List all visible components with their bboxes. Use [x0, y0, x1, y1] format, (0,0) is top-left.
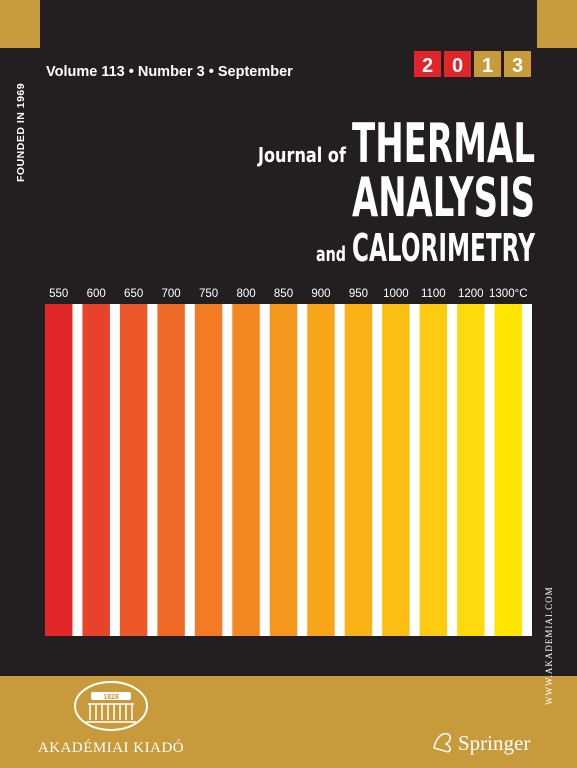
stripe [269, 304, 298, 636]
stripe [82, 304, 110, 636]
founded: FOUNDED IN 1969 [15, 83, 27, 182]
temperature-label: 700 [162, 288, 181, 300]
stripe [344, 304, 373, 636]
temperature-stripes: 550 600 650 700 750 800 850 900 950 1000 1100 1200 1… [45, 288, 528, 636]
title-and: and [316, 242, 346, 266]
logo-building [86, 703, 136, 723]
temperature-label: 1000 [383, 288, 409, 300]
website: WWW.AKADEMIAI.COM [544, 586, 554, 705]
temperature-label: 950 [349, 288, 368, 300]
stripe [307, 304, 335, 636]
stripe [45, 304, 73, 636]
publisher: AKADÉMIAI KIADÓ [38, 739, 184, 756]
stripe [419, 304, 448, 636]
stripe [232, 304, 260, 636]
corner-block [537, 0, 577, 48]
logo-year: 1828 [103, 694, 119, 701]
year-digit: 3 [512, 55, 523, 77]
stripe [457, 304, 485, 636]
title-line: ANALYSIS [352, 166, 535, 229]
temperature-label: 1200 [458, 288, 484, 300]
stripe [157, 304, 185, 636]
stripe [194, 304, 223, 636]
year-box [414, 51, 441, 77]
year-box [444, 51, 471, 77]
year-digit: 0 [452, 55, 463, 77]
temperature-label: 900 [311, 288, 330, 300]
temperature-label: 1300°C [489, 288, 528, 300]
title-line: THERMAL [352, 112, 535, 175]
temperature-label: 550 [49, 288, 68, 300]
temperature-label: 750 [199, 288, 218, 300]
year-box [474, 51, 501, 77]
temperature-label: 850 [274, 288, 293, 300]
year-digit: 1 [482, 55, 493, 77]
year-digit: 2 [422, 55, 433, 77]
corner-block [0, 0, 40, 48]
temperature-label: 600 [87, 288, 106, 300]
stripe [494, 304, 522, 636]
publisher-logo: 1828 [74, 681, 148, 731]
temperature-label: 800 [236, 288, 255, 300]
temperature-label: 650 [124, 288, 143, 300]
year-box [504, 51, 531, 77]
springer-horse [433, 732, 451, 753]
issue-line: Volume 113 • Number 3 • September [46, 64, 293, 80]
title-prefix: Journal of [256, 143, 346, 167]
logo-oval [74, 681, 148, 731]
stripe [382, 304, 410, 636]
temperature-label: 1100 [421, 288, 446, 300]
copublisher: Springer [458, 731, 530, 755]
logo-banner [91, 692, 131, 700]
title-line: CALORIMETRY [352, 226, 535, 270]
stripe [119, 304, 148, 636]
